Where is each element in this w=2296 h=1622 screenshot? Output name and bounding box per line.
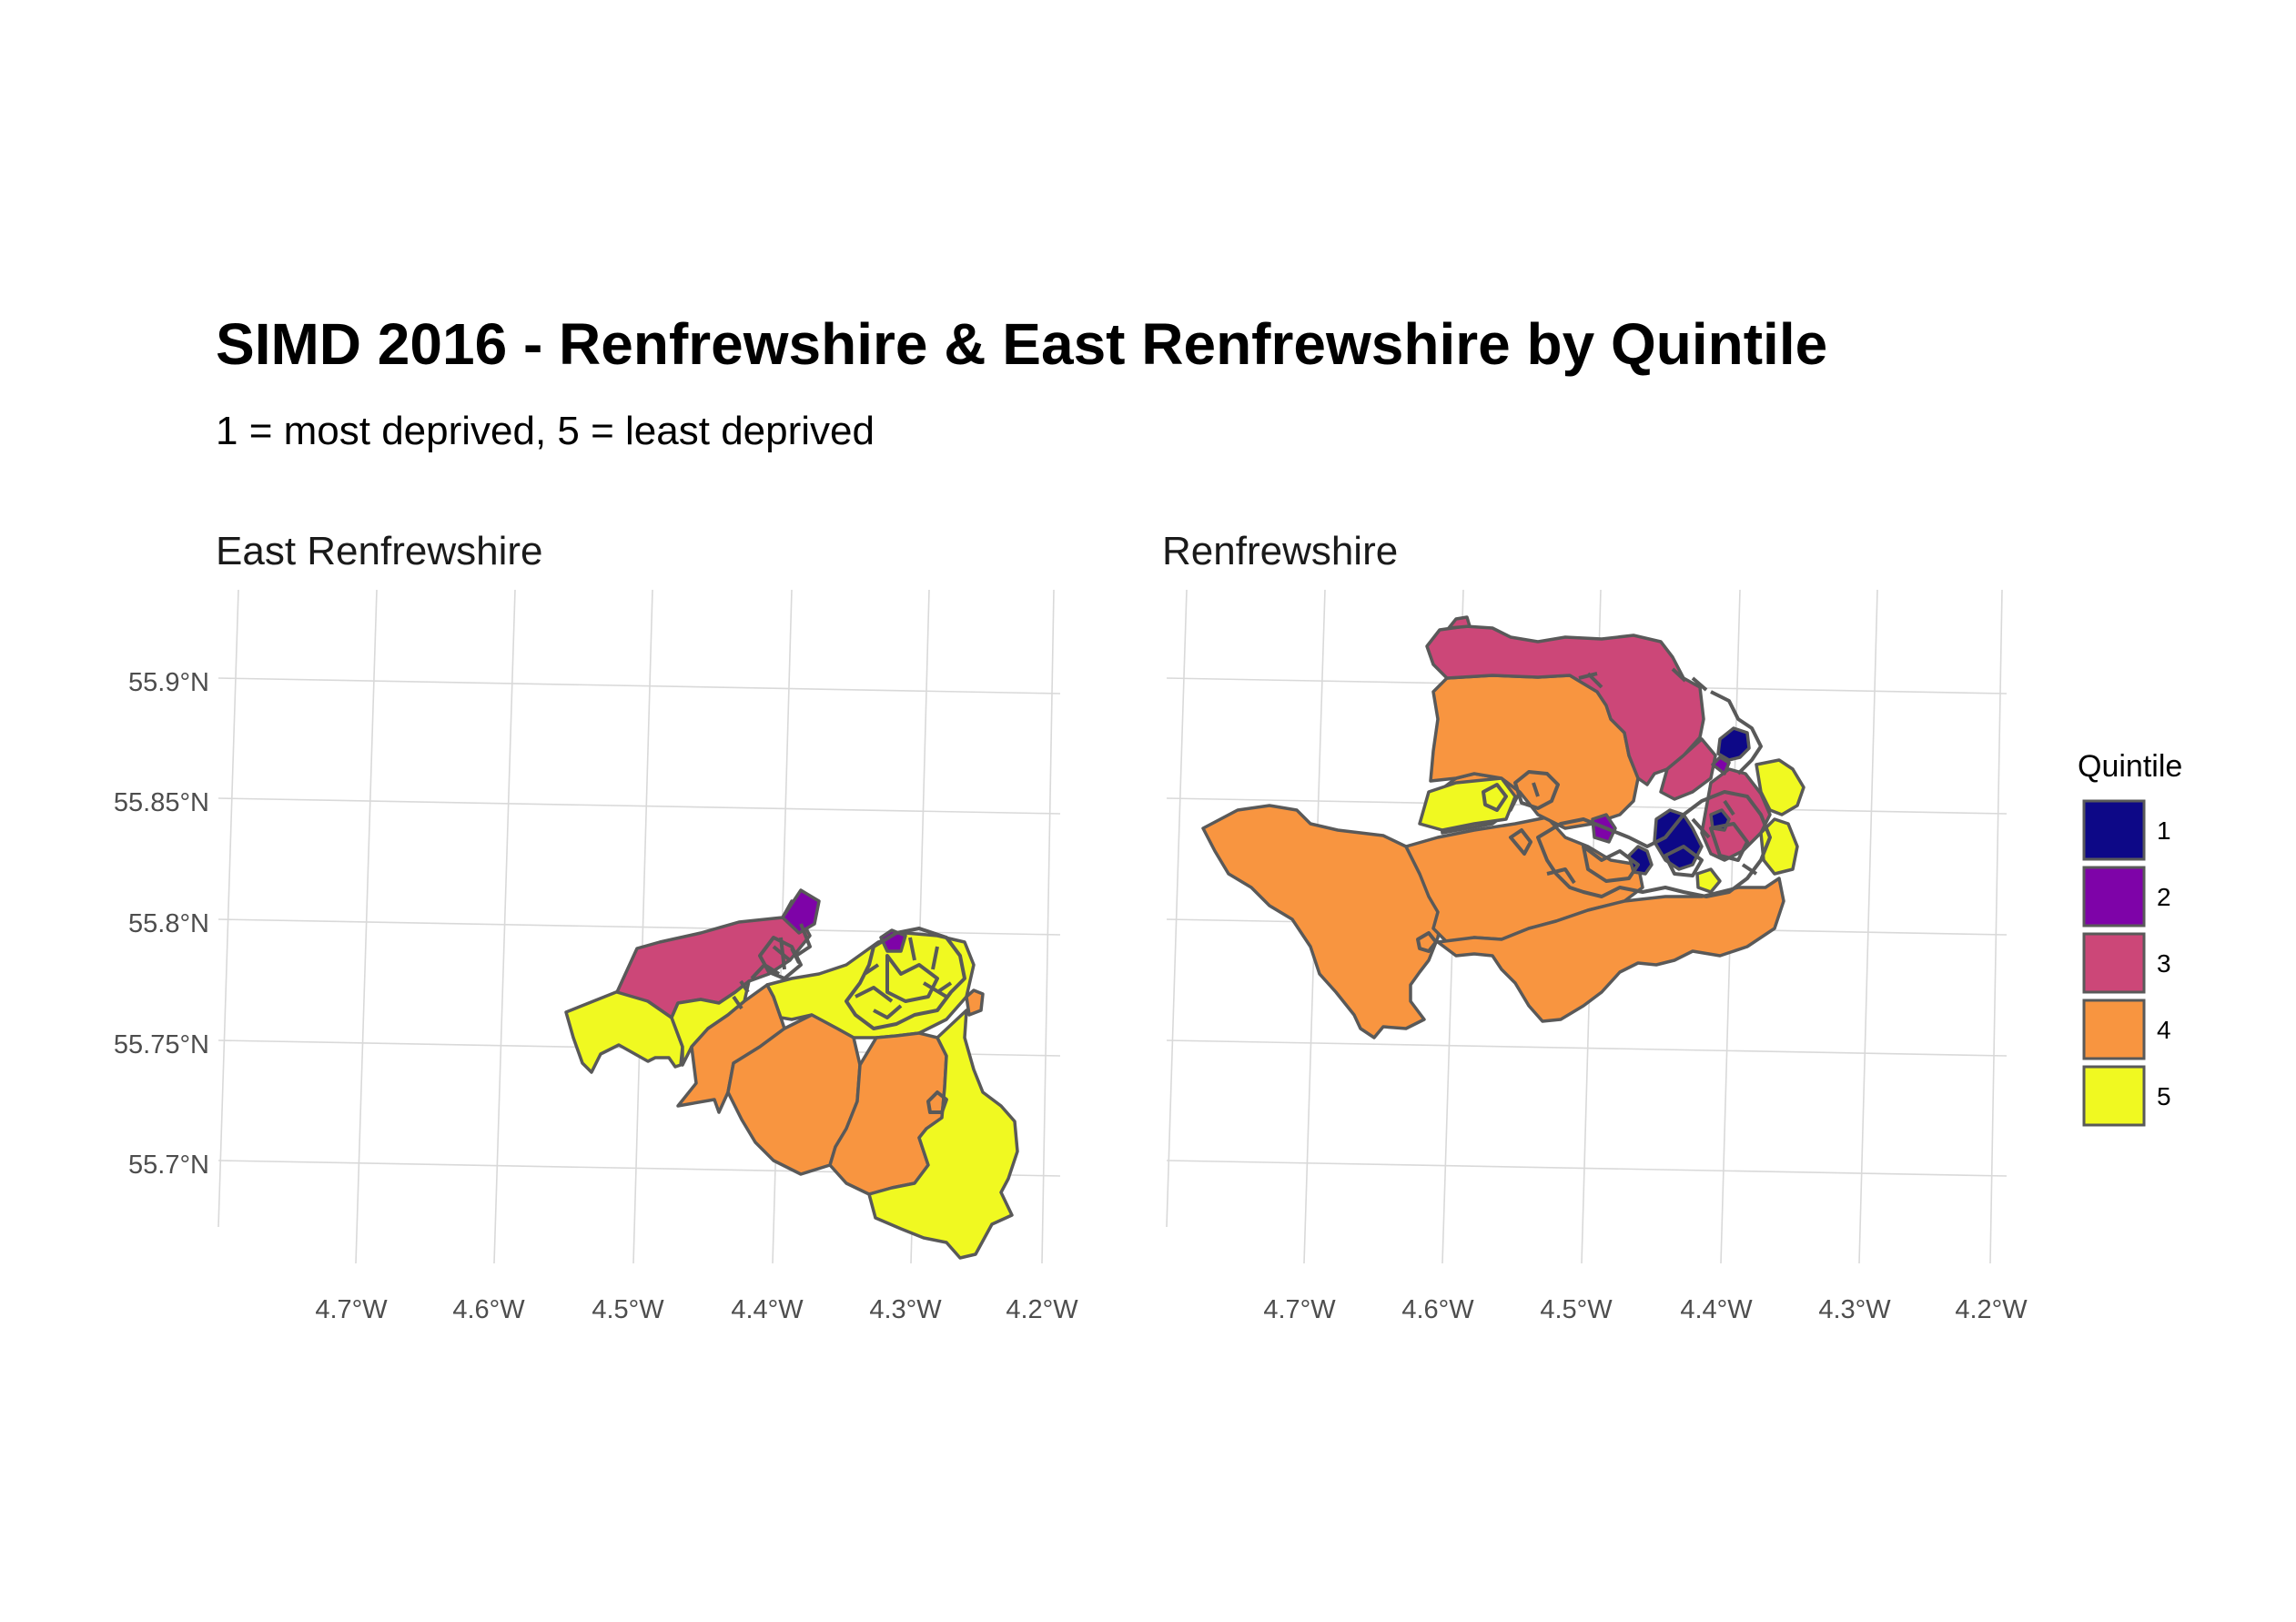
datazone-quintile-3 — [1447, 615, 1472, 630]
y-axis-labels: 55.9°N 55.85°N 55.8°N 55.75°N 55.7°N — [114, 668, 209, 1180]
legend-item: 3 — [2082, 932, 2171, 994]
x-tick-label: 4.5°W — [592, 1295, 664, 1324]
figure-subtitle: 1 = most deprived, 5 = least deprived — [216, 409, 875, 453]
datazone-cluster-boundaries — [1509, 828, 1532, 856]
x-tick-label: 4.4°W — [1680, 1295, 1753, 1324]
datazone-quintile-4 — [965, 988, 985, 1017]
legend-title: Quintile — [2078, 749, 2182, 784]
legend-swatch-2 — [2082, 866, 2146, 928]
x-tick-label: 4.6°W — [452, 1295, 525, 1324]
panel-east-renfrewshire: East Renfrewshire 55.9°N 55.85°N 55.8°N … — [114, 529, 1078, 1324]
x-tick-label: 4.6°W — [1401, 1295, 1474, 1324]
x-tick-label: 4.5°W — [1540, 1295, 1613, 1324]
figure-title: SIMD 2016 - Renfrewshire & East Renfrews… — [216, 311, 1827, 377]
east-renfrewshire-regions — [564, 888, 1019, 1260]
datazone-quintile-5 — [765, 931, 976, 1039]
legend-item: 2 — [2082, 866, 2171, 928]
legend-swatch-5 — [2082, 1065, 2146, 1127]
y-tick-label: 55.75°N — [114, 1030, 209, 1059]
y-tick-label: 55.85°N — [114, 788, 209, 817]
datazone-quintile-3 — [1659, 737, 1717, 801]
x-axis-labels: 4.7°W 4.6°W 4.5°W 4.4°W 4.3°W 4.2°W — [315, 1295, 1078, 1324]
datazone-cluster-boundaries — [1513, 770, 1560, 810]
legend-item: 5 — [2082, 1065, 2171, 1127]
panel-renfrewshire: Renfrewshire 4.7°W 4.6°W 4.5°W 4.4°W 4.3… — [1162, 529, 2028, 1324]
datazone-cluster-boundaries — [1578, 667, 1763, 776]
legend-label: 2 — [2157, 883, 2171, 911]
x-tick-label: 4.4°W — [731, 1295, 804, 1324]
datazone-quintile-4 — [1436, 877, 1785, 1023]
x-tick-label: 4.2°W — [1006, 1295, 1078, 1324]
renfrewshire-regions — [1201, 615, 1805, 1039]
datazone-cluster-boundaries — [1482, 783, 1508, 812]
x-tick-label: 4.7°W — [1263, 1295, 1336, 1324]
x-tick-label: 4.2°W — [1955, 1295, 2028, 1324]
legend-swatch-1 — [2082, 799, 2146, 861]
datazone-cluster-boundaries — [1416, 931, 1438, 953]
datazone-quintile-2 — [879, 928, 907, 953]
legend-item: 1 — [2082, 799, 2171, 861]
legend: Quintile 1 2 3 4 5 — [2078, 749, 2182, 1127]
legend-label: 5 — [2157, 1082, 2171, 1110]
datazone-quintile-1 — [1716, 726, 1751, 762]
datazone-quintile-4 — [1201, 804, 1444, 1039]
legend-swatch-4 — [2082, 999, 2146, 1060]
legend-swatch-3 — [2082, 932, 2146, 994]
legend-label: 1 — [2157, 816, 2171, 845]
datazone-quintile-5 — [1695, 867, 1722, 894]
panel-title: East Renfrewshire — [216, 529, 542, 573]
datazone-cluster-boundaries — [732, 979, 750, 1010]
panel-title: Renfrewshire — [1162, 529, 1398, 573]
datazone-quintile-2 — [781, 888, 821, 935]
legend-label: 4 — [2157, 1016, 2171, 1044]
datazone-cluster-boundaries — [926, 1090, 948, 1114]
x-tick-label: 4.7°W — [315, 1295, 388, 1324]
x-tick-label: 4.3°W — [869, 1295, 942, 1324]
datazone-quintile-5 — [867, 1009, 1019, 1260]
datazone-cluster-boundaries — [845, 927, 966, 1030]
y-tick-label: 55.9°N — [128, 668, 209, 697]
x-tick-label: 4.3°W — [1818, 1295, 1891, 1324]
y-tick-label: 55.7°N — [128, 1151, 209, 1180]
x-axis-labels: 4.7°W 4.6°W 4.5°W 4.4°W 4.3°W 4.2°W — [1263, 1295, 2028, 1324]
y-tick-label: 55.8°N — [128, 909, 209, 938]
datazone-quintile-2 — [1711, 755, 1731, 776]
legend-label: 3 — [2157, 949, 2171, 978]
datazone-quintile-5 — [1755, 758, 1805, 816]
datazone-cluster-boundaries — [750, 923, 812, 980]
datazone-quintile-5 — [1418, 776, 1517, 832]
datazone-cluster-boundaries — [1536, 790, 1772, 898]
legend-item: 4 — [2082, 999, 2171, 1060]
